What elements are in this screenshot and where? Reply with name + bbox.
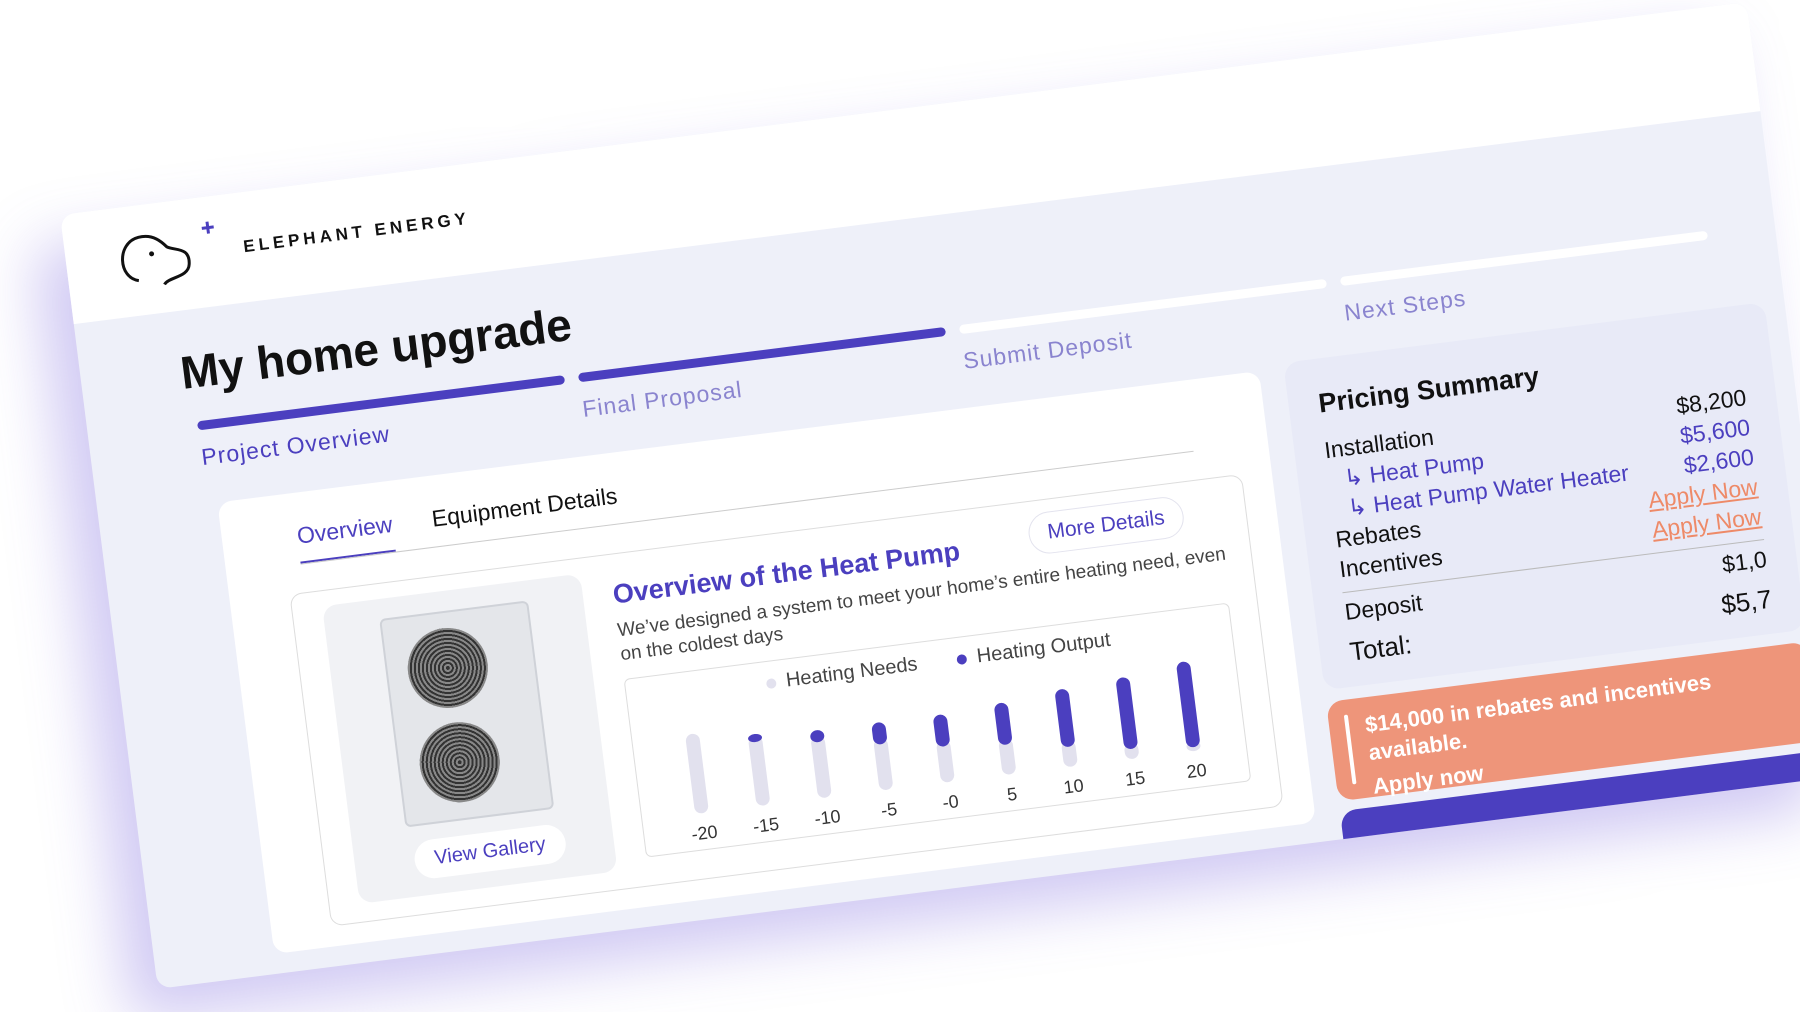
x-tick-label: 15	[1124, 768, 1146, 790]
step-2[interactable]: Submit Deposit	[958, 278, 1332, 375]
bar-heating-needs	[811, 736, 832, 798]
tab-overview[interactable]: Overview	[295, 510, 396, 564]
total-value: $5,7	[1719, 583, 1774, 620]
accent-line	[1343, 714, 1357, 785]
bar-heating-output	[871, 722, 887, 745]
x-tick-label: -10	[813, 806, 841, 829]
tabs: Overview Equipment Details	[295, 482, 620, 564]
step-3[interactable]: Next Steps	[1339, 230, 1713, 327]
x-tick-label: 20	[1185, 760, 1207, 782]
fan-icon	[415, 717, 505, 807]
bar-heating-output	[1116, 677, 1138, 749]
step-label: Submit Deposit	[961, 326, 1134, 374]
view-gallery-button[interactable]: View Gallery	[412, 822, 568, 881]
chart-plot: -20 -15 -10 -5 -0 5 10 15 20	[685, 661, 1208, 845]
x-tick-label: -20	[690, 822, 718, 845]
x-tick-label: -0	[941, 791, 959, 813]
bar-heating-output	[810, 730, 825, 743]
elephant-logo-icon	[121, 221, 214, 286]
bar-heating-output	[933, 714, 950, 747]
deposit-label: Deposit	[1343, 589, 1424, 625]
step-1[interactable]: Final Proposal	[577, 326, 951, 423]
bar-heating-output	[748, 733, 762, 743]
bar-heating-needs	[936, 740, 955, 783]
bar-heating-needs	[748, 735, 770, 806]
tab-equipment-details[interactable]: Equipment Details	[430, 482, 619, 532]
x-tick-label: -5	[880, 799, 898, 821]
bar-heating-output	[1176, 661, 1200, 748]
fan-icon	[403, 623, 493, 713]
header: ELEPHANT ENERGY	[60, 1, 1761, 325]
heat-pump-card: View Gallery Overview of the Heat Pump M…	[289, 473, 1284, 927]
bar-heating-needs	[873, 738, 893, 790]
bar-heating-output	[994, 702, 1012, 745]
x-tick-label: 10	[1062, 775, 1084, 797]
step-label: Project Overview	[199, 420, 392, 471]
bar-heating-output	[1055, 689, 1075, 747]
brand-name: ELEPHANT ENERGY	[242, 208, 471, 257]
pricing-summary: Pricing Summary Installation $8,200 ↳ Heat…	[1283, 302, 1800, 691]
bar-heating-needs	[998, 738, 1016, 775]
x-tick-label: -15	[752, 814, 780, 837]
bar-heating-needs	[685, 733, 709, 814]
x-tick-label: 5	[1006, 784, 1018, 805]
heating-chart: Heating Needs Heating Output -20 -15 -10 -5…	[623, 602, 1252, 858]
total-label: Total:	[1348, 629, 1414, 667]
more-details-button[interactable]: More Details	[1026, 494, 1187, 556]
bar-heating-needs	[1061, 740, 1078, 767]
app-window: ELEPHANT ENERGY My home upgrade Project …	[60, 1, 1800, 989]
heat-pump-image: View Gallery	[322, 573, 618, 904]
overview-panel: Overview Equipment Details View Gallery O…	[217, 370, 1317, 954]
deposit-value: $1,0	[1720, 545, 1769, 578]
step-label: Final Proposal	[580, 375, 744, 422]
heat-pump-unit	[379, 600, 555, 828]
